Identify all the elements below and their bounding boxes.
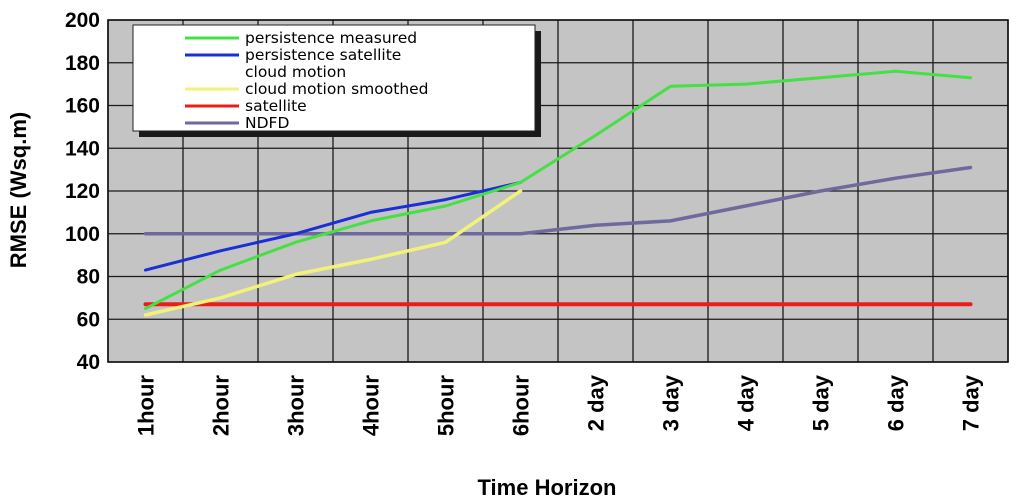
x-tick-label: 6 day — [884, 374, 909, 431]
x-tick-label: 3 day — [659, 374, 684, 431]
series-line-persistence-satellite-cloud-motion — [144, 180, 522, 272]
x-axis-ticks: 1hour 2hour 3hour 4hour 5hour 6hour 2 day 3 day… — [134, 374, 984, 436]
legend-label: satellite — [245, 97, 307, 115]
x-tick-label: 5hour — [434, 375, 459, 437]
y-tick-label: 200 — [65, 9, 100, 32]
y-axis-title: RMSE (Wsq.m) — [6, 112, 31, 268]
y-tick-label: 120 — [65, 180, 100, 203]
x-tick-label: 2hour — [209, 375, 234, 437]
series-line-persistence-measured — [144, 69, 972, 311]
series-line-NDFD — [143, 165, 973, 236]
y-tick-label: 40 — [77, 351, 100, 374]
x-tick-label: 4 day — [734, 374, 759, 431]
y-tick-label: 140 — [65, 137, 100, 160]
y-tick-label: 180 — [65, 52, 100, 75]
y-tick-label: 100 — [65, 223, 100, 246]
x-tick-label: 5 day — [809, 374, 834, 431]
legend-label: NDFD — [245, 114, 289, 132]
series-lines — [143, 69, 973, 317]
legend-label: persistence measured — [245, 29, 417, 47]
y-tick-label: 160 — [65, 95, 100, 118]
x-axis-title: Time Horizon — [478, 475, 617, 500]
plot-border — [107, 19, 1009, 363]
x-tick-label: 7 day — [959, 374, 984, 431]
x-tick-label: 2 day — [584, 374, 609, 431]
y-axis-ticks: 40 60 80 100 120 140 160 180 200 — [65, 9, 100, 374]
y-tick-label: 60 — [77, 308, 100, 331]
x-tick-label: 3hour — [284, 375, 309, 437]
legend-box — [132, 24, 536, 132]
legend-label: persistence satellite — [245, 46, 401, 64]
x-tick-label: 1hour — [134, 375, 159, 437]
series-line-cloud-motion-smoothed — [143, 189, 523, 317]
x-tick-label: 6hour — [509, 375, 534, 437]
x-tick-label: 4hour — [359, 375, 384, 437]
legend-label: cloud motion smoothed — [245, 80, 429, 98]
y-tick-label: 80 — [77, 266, 100, 289]
legend-label: cloud motion — [245, 63, 346, 81]
